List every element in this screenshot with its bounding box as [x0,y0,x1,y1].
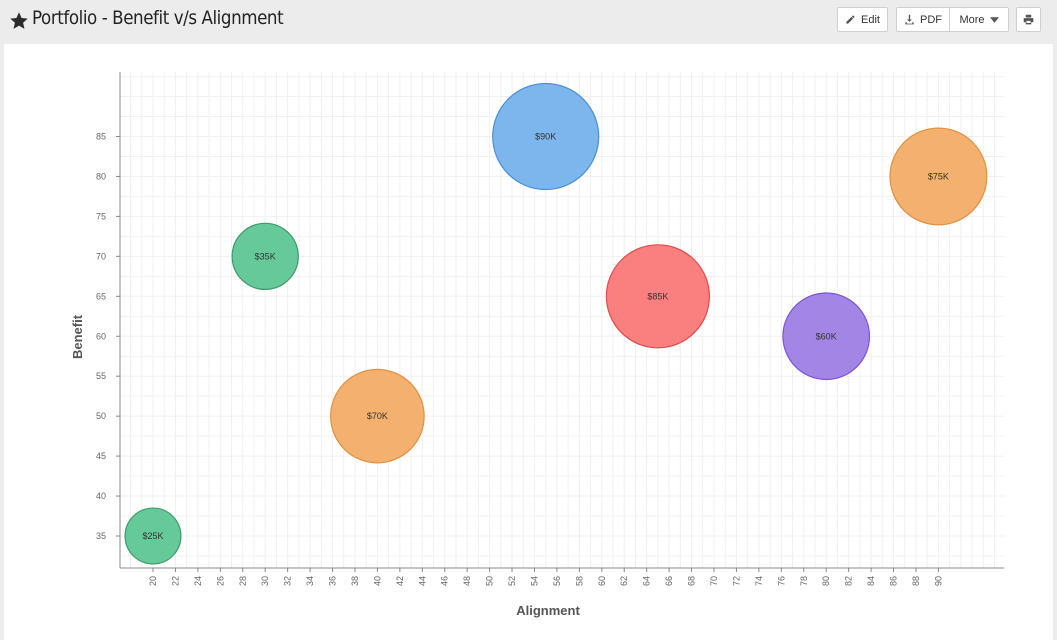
x-axis-ticks: 20 22 24 26 28 30 32 34 36 38 40 42 44 46 48 50 52 54 56 58… [148,568,943,586]
bubble[interactable] [330,368,425,464]
y-tick-label: 35 [96,531,106,541]
x-tick-label: 74 [754,576,764,586]
y-tick-label: 85 [96,132,106,142]
x-axis-title: Alignment [516,603,580,618]
x-tick-label: 70 [709,576,719,586]
bubble[interactable] [782,292,871,381]
bubble[interactable] [492,82,600,191]
bubble-label: $90K [535,132,556,142]
pencil-icon [846,15,855,24]
y-tick-label: 40 [96,491,106,501]
y-axis-ticks: 35 40 45 50 55 60 65 70 75 80 85 [96,132,120,541]
x-tick-label: 58 [574,576,584,586]
x-tick-label: 78 [799,576,809,586]
bubble-label: $75K [928,171,949,181]
x-tick-label: 28 [238,576,248,586]
bubble[interactable] [231,222,299,291]
y-tick-label: 55 [96,371,106,381]
y-tick-label: 45 [96,451,106,461]
more-button-label: More [959,13,985,26]
axes [119,72,1004,569]
y-tick-label: 75 [96,211,106,221]
caret-down-icon [989,16,999,23]
x-tick-label: 54 [529,576,539,586]
x-tick-label: 82 [844,576,854,586]
chart-panel: 20 22 24 26 28 30 32 34 36 38 40 42 44 46 48 50 52 54 56 58… [4,44,1053,640]
x-tick-label: 32 [283,576,293,586]
x-tick-label: 36 [328,576,338,586]
pdf-button-label: PDF [920,13,942,26]
x-tick-label: 64 [642,576,652,586]
x-tick-label: 46 [440,576,450,586]
bubble[interactable] [889,127,988,226]
x-tick-label: 24 [193,576,203,586]
bubble-label: $85K [647,291,668,301]
x-tick-label: 76 [776,576,786,586]
x-tick-label: 56 [552,576,562,586]
bubble[interactable] [605,244,711,349]
x-tick-label: 72 [731,576,741,586]
bubble-label: $25K [142,531,163,541]
y-tick-label: 50 [96,411,106,421]
x-tick-label: 52 [507,576,517,586]
bubble-label: $60K [816,331,837,341]
x-tick-label: 22 [170,576,180,586]
printer-icon [1023,14,1034,25]
y-axis-title: Benefit [70,314,85,359]
bubble-label: $70K [367,411,388,421]
edit-button-label: Edit [861,13,880,26]
x-tick-label: 40 [372,576,382,586]
page-title: Portfolio - Benefit v/s Alignment [32,7,284,29]
y-tick-label: 60 [96,331,106,341]
x-tick-label: 42 [395,576,405,586]
x-tick-label: 34 [305,576,315,586]
x-tick-label: 80 [821,576,831,586]
x-tick-label: 20 [148,576,158,586]
x-tick-label: 26 [215,576,225,586]
x-tick-label: 66 [664,576,674,586]
x-tick-label: 62 [619,576,629,586]
x-tick-label: 44 [417,576,427,586]
x-tick-label: 50 [485,576,495,586]
star-icon[interactable] [9,11,29,31]
page-header: Portfolio - Benefit v/s Alignment Edit P… [0,0,1057,44]
y-tick-label: 80 [96,171,106,181]
x-tick-label: 60 [597,576,607,586]
pdf-button[interactable]: PDF [896,7,950,32]
bubbles: $25K $35K $70K $90K $85K $60K $75K [124,82,988,565]
y-tick-label: 70 [96,251,106,261]
x-tick-label: 86 [889,576,899,586]
grid [120,72,1004,568]
x-tick-label: 84 [866,576,876,586]
more-button[interactable]: More [949,7,1009,32]
edit-button[interactable]: Edit [837,7,888,32]
x-tick-label: 30 [260,576,270,586]
x-tick-label: 48 [462,576,472,586]
x-tick-label: 68 [687,576,697,586]
x-tick-label: 38 [350,576,360,586]
print-button[interactable] [1016,7,1041,32]
download-icon [905,14,914,25]
bubble-chart: 20 22 24 26 28 30 32 34 36 38 40 42 44 46 48 50 52 54 56 58… [70,72,1004,618]
y-tick-label: 65 [96,291,106,301]
x-tick-label: 88 [911,576,921,586]
x-tick-label: 90 [933,576,943,586]
bubble[interactable] [124,507,182,565]
bubble-label: $35K [255,251,276,261]
